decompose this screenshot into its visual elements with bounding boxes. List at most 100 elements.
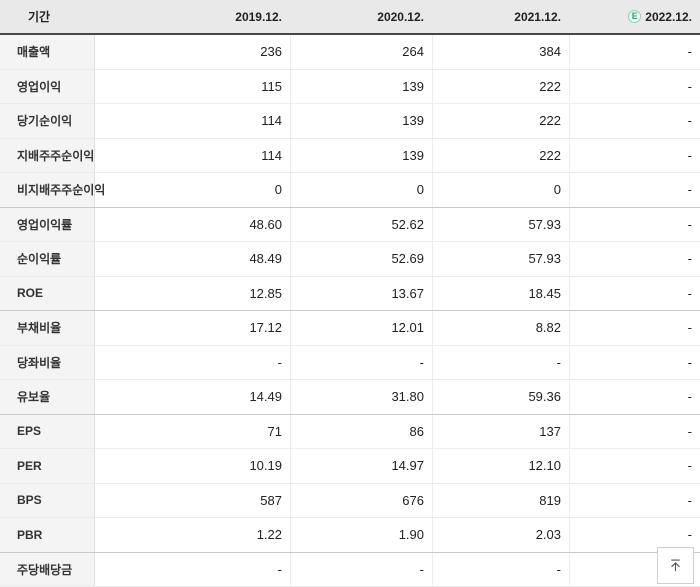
cell-value: 48.60	[249, 216, 282, 232]
cell-value: 59.36	[432, 380, 569, 414]
cell-value: 48.49	[249, 251, 282, 267]
cell-value: 222	[432, 69, 569, 103]
cell-value: 57.93	[432, 242, 569, 276]
year-header-label: 2019.12.	[235, 9, 282, 24]
cell-value: 114	[261, 113, 282, 129]
estimate-badge-icon: E	[628, 10, 642, 23]
scroll-to-top-button[interactable]	[657, 547, 694, 584]
cell-value: 14.97	[290, 449, 432, 483]
cell-value: 264	[290, 35, 432, 69]
table-row: PER 10.19 14.97 12.10 -	[0, 449, 700, 484]
row-label: 지배주주순이익	[0, 138, 95, 172]
cell-value: -	[569, 173, 700, 207]
cell-value: 86	[290, 414, 432, 448]
cell-value: 12.10	[432, 449, 569, 483]
cell-value: -	[569, 311, 700, 345]
table-row: EPS 71 86 137 -	[0, 414, 700, 449]
cell-value: 52.69	[290, 242, 432, 276]
cell-value: -	[569, 449, 700, 483]
table-row: 유보율 14.49 31.80 59.36 -	[0, 380, 700, 415]
table-row: 영업이익 115 139 222 -	[0, 69, 700, 104]
period-header-label: 기간	[28, 10, 51, 24]
cell-value: 12.85	[249, 285, 282, 301]
cell-value: 222	[432, 104, 569, 138]
cell-value: -	[569, 35, 700, 69]
table-row: 순이익률 48.49 52.69 57.93 -	[0, 242, 700, 277]
cell-value: 236	[260, 44, 282, 60]
table-row: 영업이익률 48.60 52.62 57.93 -	[0, 207, 700, 242]
cell-value: 676	[290, 483, 432, 517]
cell-value: 2.03	[432, 518, 569, 552]
year-header-label: 2020.12.	[377, 9, 424, 24]
cell-value: 52.62	[290, 207, 432, 241]
cell-value: 10.19	[249, 458, 282, 474]
cell-value: -	[569, 276, 700, 310]
cell-value: 0	[290, 173, 432, 207]
table-row: 비지배주주순이익 0 0 0 -	[0, 173, 700, 208]
cell-value: -	[432, 345, 569, 379]
cell-value: -	[569, 207, 700, 241]
cell-value: 137	[432, 414, 569, 448]
table-row: ROE 12.85 13.67 18.45 -	[0, 276, 700, 311]
cell-value: -	[432, 552, 569, 586]
table-row: 매출액 236 264 384 -	[0, 35, 700, 70]
table-row: 주당배당금 - - - -	[0, 552, 700, 587]
year-header-2022-estimate: E 2022.12.	[569, 0, 700, 33]
cell-value: 139	[290, 138, 432, 172]
cell-value: -	[290, 345, 432, 379]
cell-value: 384	[432, 35, 569, 69]
row-label: 부채비율	[0, 311, 95, 345]
cell-value: 139	[290, 69, 432, 103]
cell-value: 819	[432, 483, 569, 517]
cell-value: 114	[261, 147, 282, 163]
table-body: 매출액 236 264 384 - 영업이익 115 139 222 - 당기순…	[0, 35, 700, 587]
cell-value: 0	[274, 182, 282, 198]
cell-value: 222	[432, 138, 569, 172]
cell-value: -	[569, 380, 700, 414]
cell-value: 13.67	[290, 276, 432, 310]
period-header-cell: 기간	[0, 0, 95, 33]
cell-value: -	[290, 552, 432, 586]
table-row: 당기순이익 114 139 222 -	[0, 104, 700, 139]
cell-value: 1.90	[290, 518, 432, 552]
cell-value: -	[569, 483, 700, 517]
table-row: 지배주주순이익 114 139 222 -	[0, 138, 700, 173]
row-label: PER	[0, 449, 95, 483]
year-header-label: 2021.12.	[514, 9, 561, 24]
cell-value: 139	[290, 104, 432, 138]
cell-value: 1.22	[256, 527, 282, 543]
table-row: BPS 587 676 819 -	[0, 483, 700, 518]
cell-value: -	[569, 518, 700, 552]
cell-value: -	[277, 561, 282, 577]
cell-value: 8.82	[432, 311, 569, 345]
cell-value: 31.80	[290, 380, 432, 414]
arrow-to-top-icon	[671, 559, 680, 572]
table-row: PBR 1.22 1.90 2.03 -	[0, 518, 700, 553]
year-header-2021: 2021.12.	[432, 0, 569, 33]
row-label: EPS	[0, 414, 95, 448]
row-label: 당기순이익	[0, 104, 95, 138]
row-label: 당좌비율	[0, 345, 95, 379]
cell-value: 115	[261, 78, 282, 94]
year-header-label: 2022.12.	[645, 9, 692, 24]
row-label: 순이익률	[0, 242, 95, 276]
year-header-2020: 2020.12.	[290, 0, 432, 33]
cell-value: 587	[260, 492, 282, 508]
year-header-2019: 2019.12.	[95, 0, 290, 33]
cell-value: -	[569, 242, 700, 276]
cell-value: -	[569, 138, 700, 172]
cell-value: -	[277, 354, 282, 370]
row-label: 비지배주주순이익	[0, 173, 105, 207]
row-label: 매출액	[0, 35, 95, 69]
row-label: BPS	[0, 483, 95, 517]
row-label: ROE	[0, 276, 95, 310]
cell-value: 71	[267, 423, 282, 439]
cell-value: -	[569, 414, 700, 448]
row-label: 영업이익률	[0, 207, 95, 241]
table-header-row: 기간 2019.12. 2020.12. 2021.12. E 2022.12.	[0, 0, 700, 35]
row-label: PBR	[0, 518, 95, 552]
cell-value: 0	[432, 173, 569, 207]
row-label: 주당배당금	[0, 552, 95, 586]
cell-value: 17.12	[249, 320, 282, 336]
